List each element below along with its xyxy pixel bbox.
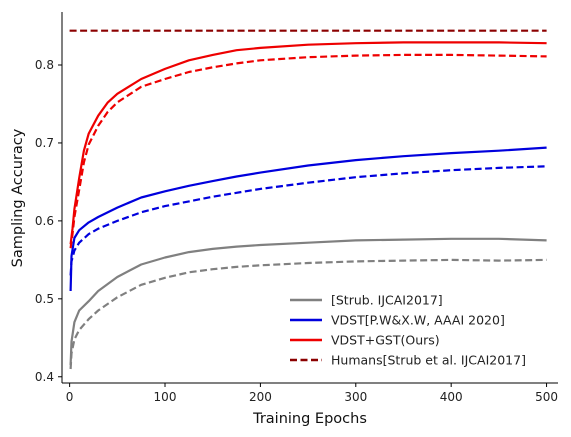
axes — [61, 12, 558, 384]
y-tick-label: 0.5 — [35, 292, 54, 306]
x-axis-label: Training Epochs — [252, 411, 367, 427]
x-tick-label: 500 — [535, 390, 558, 404]
y-axis-label: Sampling Accuracy — [10, 128, 26, 267]
series-line-2 — [69, 146, 547, 292]
x-tick-label: 300 — [344, 390, 367, 404]
x-ticks: 0 100 200 300 400 500 — [66, 383, 558, 404]
y-tick-label: 0.6 — [35, 214, 54, 228]
series-line-3 — [69, 165, 547, 276]
x-tick-label: 0 — [66, 390, 74, 404]
series-line-0 — [69, 237, 547, 366]
legend-label: VDST+GST(Ours) — [331, 333, 440, 348]
legend-label: Humans[Strub et al. IJCAI2017] — [331, 353, 526, 368]
y-tick-label: 0.4 — [35, 370, 54, 384]
series-line-4 — [69, 41, 547, 245]
legend-label: [Strub. IJCAI2017] — [331, 293, 443, 308]
series-line-5 — [69, 53, 547, 249]
legend-label: VDST[P.W&X.W, AAAI 2020] — [331, 313, 505, 328]
series-line-1 — [69, 258, 547, 370]
x-tick-label: 100 — [154, 390, 177, 404]
series-lines — [69, 29, 547, 370]
y-tick-label: 0.8 — [35, 58, 54, 72]
x-tick-label: 400 — [440, 390, 463, 404]
legend: [Strub. IJCAI2017] VDST[P.W&X.W, AAAI 202… — [290, 293, 526, 368]
y-ticks: 0.4 0.5 0.6 0.7 0.8 — [35, 58, 62, 384]
x-tick-label: 200 — [249, 390, 272, 404]
y-tick-label: 0.7 — [35, 136, 54, 150]
